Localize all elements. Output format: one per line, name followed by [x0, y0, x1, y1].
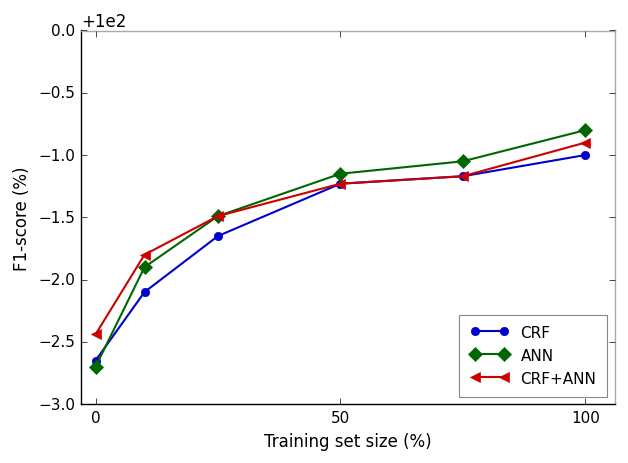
- CRF+ANN: [582, 140, 589, 146]
- CRF: [459, 174, 467, 180]
- CRF+ANN: [337, 181, 344, 187]
- Line: ANN: ANN: [90, 126, 590, 372]
- ANN: [141, 265, 148, 270]
- CRF+ANN: [92, 332, 99, 338]
- ANN: [582, 128, 589, 134]
- Line: CRF: CRF: [91, 151, 590, 365]
- CRF: [92, 358, 99, 363]
- Y-axis label: F1-score (%): F1-score (%): [13, 166, 31, 270]
- ANN: [214, 214, 222, 219]
- CRF: [214, 234, 222, 239]
- CRF: [582, 153, 589, 158]
- CRF: [337, 181, 344, 187]
- CRF+ANN: [214, 214, 222, 219]
- CRF+ANN: [459, 174, 467, 180]
- ANN: [459, 159, 467, 165]
- Legend: CRF, ANN, CRF+ANN: CRF, ANN, CRF+ANN: [459, 315, 607, 397]
- CRF: [141, 290, 148, 295]
- ANN: [337, 172, 344, 177]
- ANN: [92, 364, 99, 370]
- Line: CRF+ANN: CRF+ANN: [90, 138, 590, 339]
- CRF+ANN: [141, 252, 148, 258]
- X-axis label: Training set size (%): Training set size (%): [264, 432, 431, 450]
